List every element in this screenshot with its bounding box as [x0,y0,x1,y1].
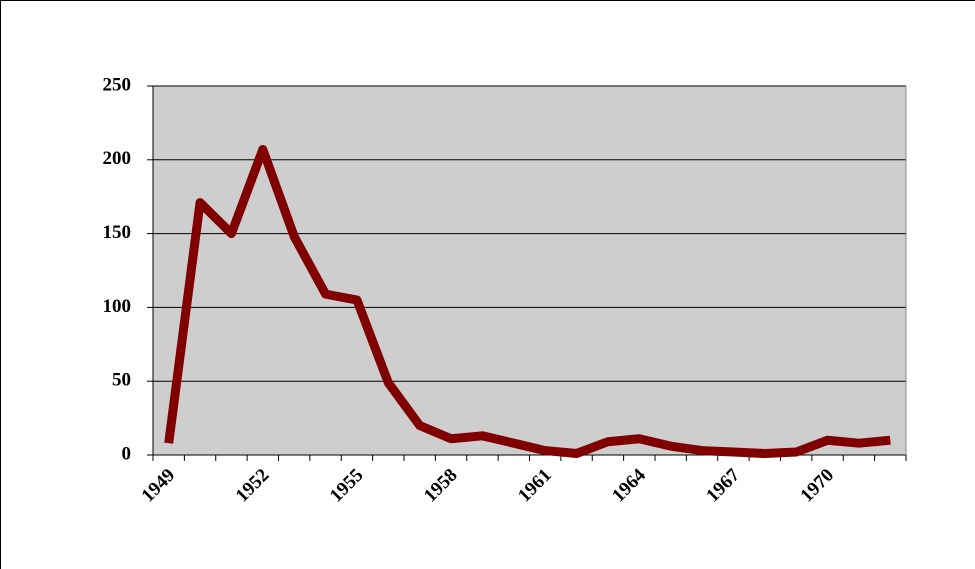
y-tick-label: 50 [112,370,131,391]
y-tick-label: 0 [122,443,132,464]
y-tick-label: 150 [103,222,132,243]
plot-area [153,86,906,455]
y-tick-label: 100 [103,296,132,317]
y-tick-label: 200 [103,148,132,169]
y-tick-label: 250 [103,74,132,95]
line [164,144,891,459]
